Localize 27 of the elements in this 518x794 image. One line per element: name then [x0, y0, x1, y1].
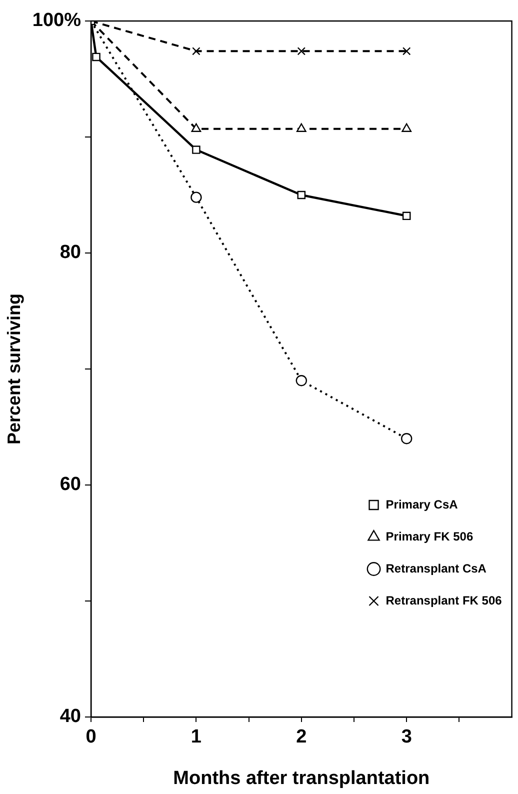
point [192, 47, 200, 56]
legend-label: Primary FK 506 [386, 529, 474, 544]
y-tick-label: 60 [60, 474, 81, 496]
point [92, 52, 100, 62]
point [402, 212, 411, 220]
y-tick-label: 40 [60, 706, 81, 728]
x-tick-label: 1 [190, 726, 202, 748]
x-tick-label: 0 [86, 726, 96, 748]
point [402, 123, 412, 132]
y-axis-title: Percent surviving [4, 293, 24, 445]
point [192, 146, 200, 154]
point [402, 47, 411, 56]
y-tick-label: 100% [32, 10, 82, 32]
point [190, 192, 202, 203]
legend-label: Retransplant FK 506 [386, 593, 502, 608]
legend-label: Retransplant CsA [386, 561, 487, 576]
point [191, 123, 202, 132]
x-tick-label: 3 [401, 726, 412, 748]
point [401, 433, 412, 444]
point [296, 123, 306, 132]
x-axis-title: Months after transplantation [173, 768, 430, 789]
y-tick-label: 80 [60, 242, 81, 264]
point [296, 375, 307, 386]
point [297, 190, 306, 200]
x-tick-label: 2 [296, 726, 307, 748]
point [297, 47, 306, 56]
legend-label: Primary CsA [386, 497, 458, 512]
